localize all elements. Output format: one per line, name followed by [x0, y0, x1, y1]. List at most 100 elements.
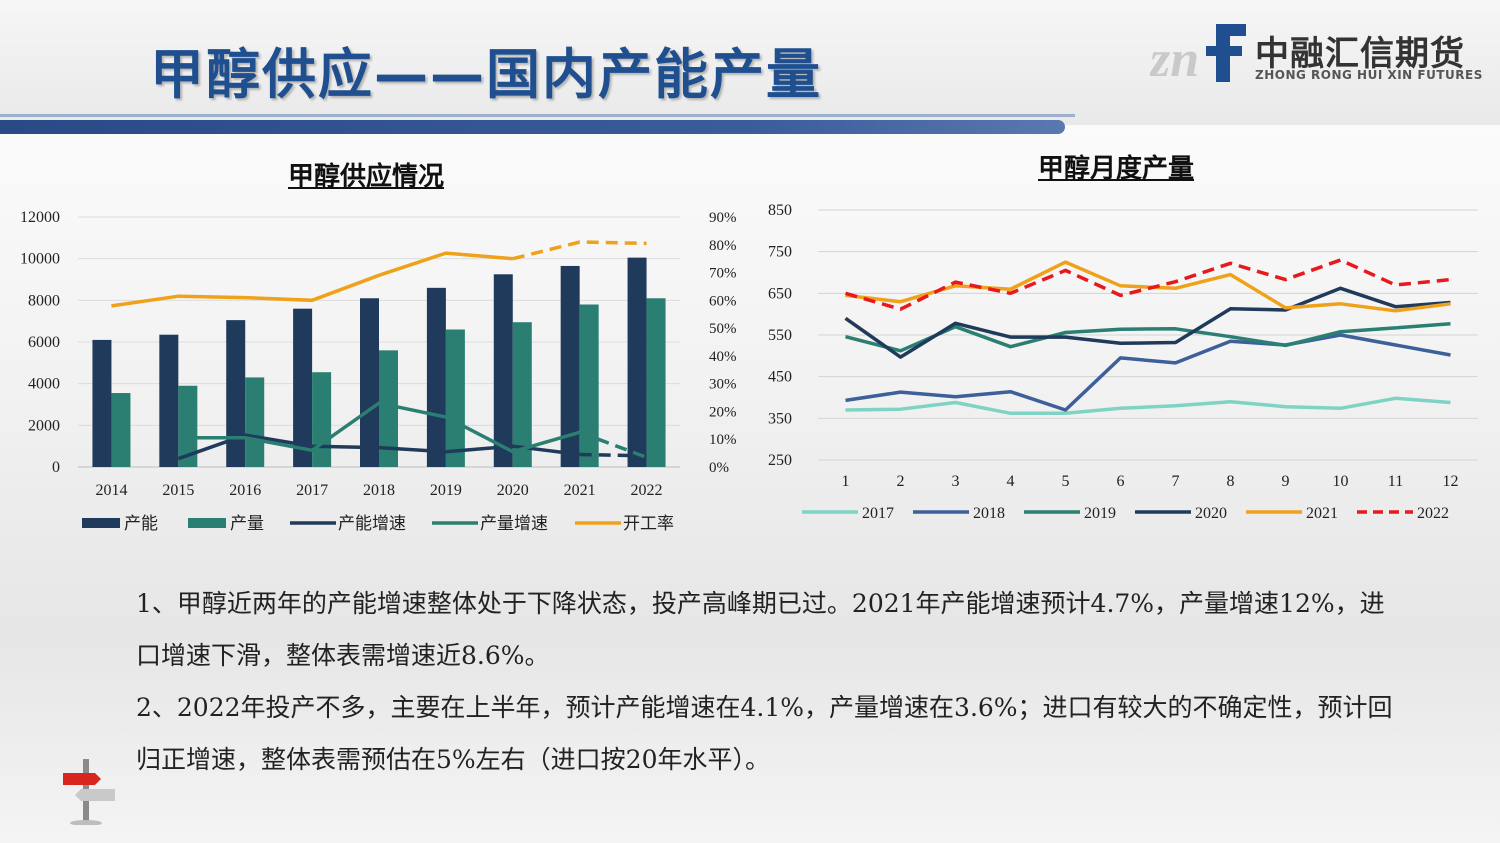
y2-tick-label: 50%: [709, 321, 737, 337]
x-tick-label: 8: [1227, 473, 1235, 490]
header-accent-bar: [0, 120, 1065, 134]
x-tick-label: 7: [1172, 473, 1180, 490]
y2-tick-label: 40%: [709, 349, 737, 365]
bar-产能-2018: [360, 298, 379, 467]
legend-label-2021: 2021: [1306, 505, 1338, 522]
page-title: 甲醇供应——国内产能产量: [150, 43, 822, 106]
legend-swatch-产能: [82, 518, 120, 528]
bar-产量-2022: [646, 298, 666, 467]
x-tick-label: 1: [842, 473, 850, 490]
x-tick-label: 2022: [631, 482, 663, 499]
bar-产能-2015: [159, 334, 179, 467]
y-tick-label: 350: [768, 410, 792, 427]
note-2: 2、2022年投产不多，主要在上半年，预计产能增速在4.1%，产量增速在3.6%…: [136, 693, 1393, 774]
x-tick-label: 2021: [564, 482, 596, 499]
x-tick-label: 2018: [363, 482, 395, 499]
line-产能增速: [177, 433, 580, 461]
y2-tick-label: 80%: [709, 238, 737, 254]
chart2-title: 甲醇月度产量: [1038, 154, 1195, 184]
header-band: [0, 0, 1500, 125]
bar-产能-2022: [627, 257, 647, 467]
bar-产量-2014: [111, 393, 131, 467]
y-tick-label: 550: [768, 327, 792, 344]
y2-tick-label: 90%: [709, 210, 737, 226]
y2-tick-label: 0%: [709, 460, 729, 476]
legend-label-2022: 2022: [1417, 505, 1449, 522]
series-line-2018: [845, 333, 1451, 412]
y-tick-label: 12000: [20, 209, 60, 226]
company-logo-icon: zn: [1150, 24, 1246, 88]
x-tick-label: 2017: [296, 482, 328, 499]
x-tick-label: 2014: [95, 482, 127, 499]
line-产量增速-forecast: [579, 430, 648, 459]
x-tick-label: 6: [1117, 473, 1125, 490]
y-tick-label: 4000: [28, 376, 60, 393]
x-tick-label: 5: [1062, 473, 1070, 490]
series-line-2022: [845, 258, 1451, 311]
bar-产能-2019: [426, 287, 446, 467]
supply-chart: 0 2000 4000 6000 8000 10000 12000 0% 10% 20% 30% 40…: [20, 209, 737, 533]
legend-label-2018: 2018: [973, 505, 1005, 522]
legend-label-产能: 产能: [124, 514, 158, 533]
line-产量增速: [178, 401, 581, 454]
series-line-2021: [845, 260, 1451, 313]
x-tick-label: 4: [1007, 473, 1015, 490]
bar-产量-2020: [512, 322, 532, 467]
note-1: 1、甲醇近两年的产能增速整体处于下降状态，投产高峰期已过。2021年产能增速预计…: [136, 589, 1385, 670]
bar-产量-2018: [379, 350, 398, 467]
y-tick-label: 6000: [28, 334, 60, 351]
chart1-title: 甲醇供应情况: [288, 162, 445, 192]
bar-产量-2017: [312, 372, 332, 467]
y-tick-label: 450: [768, 369, 792, 386]
line-开工率-forecast: [512, 240, 647, 261]
line-产能增速-forecast: [579, 452, 647, 458]
legend-label-2020: 2020: [1195, 505, 1227, 522]
y-tick-label: 850: [768, 202, 792, 219]
x-tick-label: 2015: [162, 482, 194, 499]
x-tick-label: 2020: [497, 482, 529, 499]
y2-tick-label: 60%: [709, 293, 737, 309]
series-line-2017: [845, 396, 1451, 416]
y-tick-label: 0: [52, 459, 60, 476]
y-tick-label: 8000: [28, 292, 60, 309]
y2-tick-label: 70%: [709, 266, 737, 282]
legend-label-产能增速: 产能增速: [338, 514, 406, 533]
x-tick-label: 2: [897, 473, 905, 490]
bar-产能-2020: [493, 274, 513, 467]
x-tick-label: 2016: [229, 482, 261, 499]
y-tick-label: 250: [768, 452, 792, 469]
legend-label-2019: 2019: [1084, 505, 1116, 522]
legend-label-2017: 2017: [862, 505, 894, 522]
y-tick-label: 2000: [28, 417, 60, 434]
bar-产能-2017: [293, 308, 313, 467]
x-tick-label: 3: [952, 473, 960, 490]
legend-swatch-产量: [188, 518, 226, 528]
y-tick-label: 650: [768, 285, 792, 302]
bar-产量-2015: [178, 385, 198, 467]
header-divider: [0, 114, 1075, 117]
notes: 1、甲醇近两年的产能增速整体处于下降状态，投产高峰期已过。2021年产能增速预计…: [136, 578, 1396, 786]
y-tick-label: 10000: [20, 251, 60, 268]
legend-label-开工率: 开工率: [623, 514, 674, 533]
y2-tick-label: 20%: [709, 404, 737, 420]
company-name-zh: 中融汇信期货: [1255, 34, 1465, 74]
bar-产量-2021: [579, 304, 599, 467]
svg-text:zn: zn: [1150, 31, 1199, 88]
bar-产能-2021: [560, 265, 580, 467]
x-tick-label: 11: [1388, 473, 1403, 490]
bar-产量-2016: [245, 377, 265, 467]
line-开工率: [111, 251, 513, 308]
y-tick-label: 750: [768, 244, 792, 261]
x-tick-label: 2019: [430, 482, 462, 499]
company-name-en: ZHONG RONG HUI XIN FUTURES: [1255, 68, 1483, 82]
y2-tick-label: 10%: [709, 432, 737, 448]
bar-产能-2014: [92, 339, 112, 467]
bar-产能-2016: [226, 320, 246, 467]
legend-label-产量: 产量: [230, 514, 264, 533]
x-tick-label: 9: [1282, 473, 1290, 490]
x-tick-label: 10: [1333, 473, 1349, 490]
y2-tick-label: 30%: [709, 377, 737, 393]
bar-产量-2019: [445, 329, 465, 467]
x-tick-label: 12: [1443, 473, 1459, 490]
